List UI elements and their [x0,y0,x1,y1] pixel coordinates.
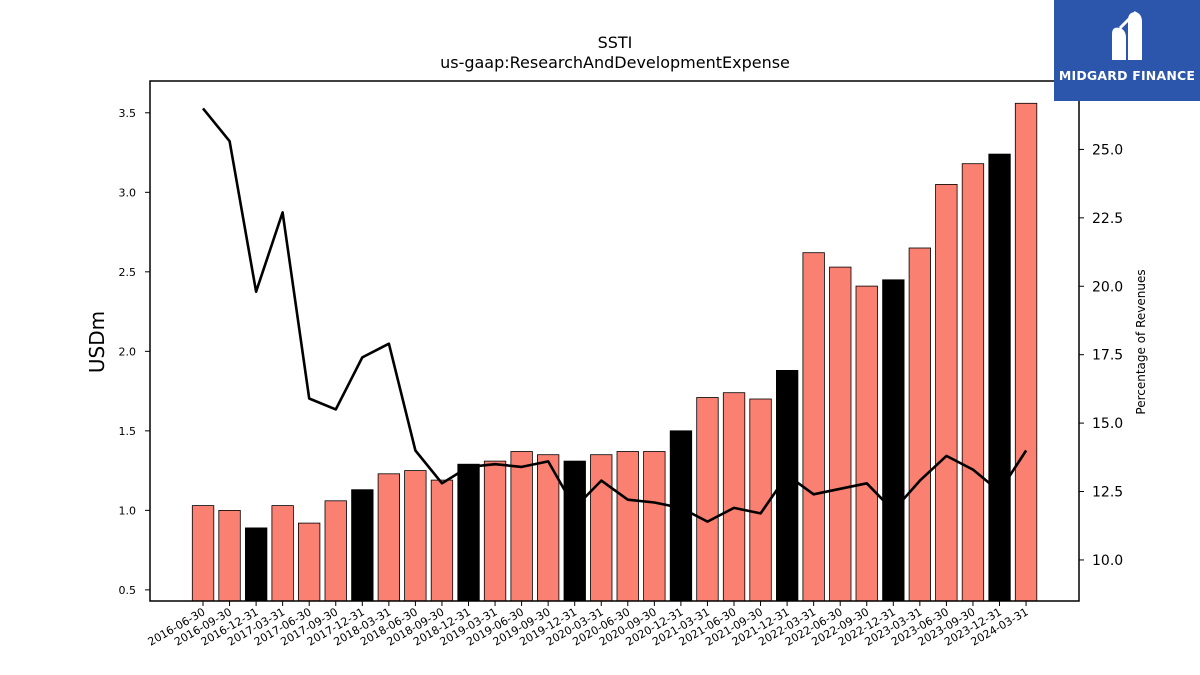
y2-tick-label: 20.0 [1092,279,1123,295]
bar [722,392,746,602]
bar [961,163,985,602]
bar [696,397,719,602]
bar [271,505,294,602]
y2-tick-label: 25.0 [1092,142,1123,158]
y-tick-label: 2.0 [119,345,137,358]
y2-tick-label: 17.5 [1092,348,1123,364]
bar [829,266,852,602]
bar [1014,102,1038,602]
bar-group [191,102,1038,602]
y-axis-label: USDm [85,311,109,373]
bar [988,153,1011,602]
bar [483,460,507,602]
y2-axis-label: Percentage of Revenues [1134,269,1148,414]
bar [324,500,347,602]
y2-tick-label: 22.5 [1092,211,1123,227]
bar [457,463,480,602]
y2-axis: 10.0 12.5 15.0 17.5 20.0 22.5 25.0 [1079,142,1123,569]
bar [430,479,454,602]
y2-tick-label: 15.0 [1092,416,1123,432]
bar [749,398,772,602]
chart-title: SSTI [598,33,633,52]
y-tick-label: 1.5 [119,425,137,438]
chart-subtitle: us-gaap:ResearchAndDevelopmentExpense [440,53,790,72]
series-line [201,107,1028,523]
bar [590,454,613,602]
bar [908,247,931,602]
bar [669,430,693,602]
bar [404,470,427,602]
logo-text: MIDGARD FINANCE [1058,68,1196,83]
brand-logo: MIDGARD FINANCE [1054,0,1200,101]
y-tick-label: 0.5 [119,584,137,597]
bar [191,505,215,602]
bar [377,473,401,602]
bar [510,451,533,602]
y-axis: 0.5 1.0 1.5 2.0 2.5 3.0 3.5 [119,107,150,597]
midgard-logo-icon [1112,10,1142,61]
bar [218,509,241,602]
bar [297,522,321,602]
y-tick-label: 1.0 [119,504,137,517]
bar [351,489,374,602]
y-tick-label: 2.5 [119,266,137,279]
bar [802,252,825,602]
bar [935,183,958,602]
bar [643,451,666,602]
bar [855,285,878,602]
line-group [201,107,1028,523]
y2-tick-label: 10.0 [1092,553,1123,569]
y-tick-label: 3.0 [119,186,137,199]
y2-tick-label: 12.5 [1092,485,1123,501]
bar [616,451,639,602]
plot-frame [149,80,1080,602]
bar [563,460,586,602]
y-tick-label: 3.5 [119,107,137,120]
x-axis: 2016-06-302016-09-302016-12-312017-03-31… [146,601,1031,649]
bar [244,527,268,602]
bar [882,279,905,602]
